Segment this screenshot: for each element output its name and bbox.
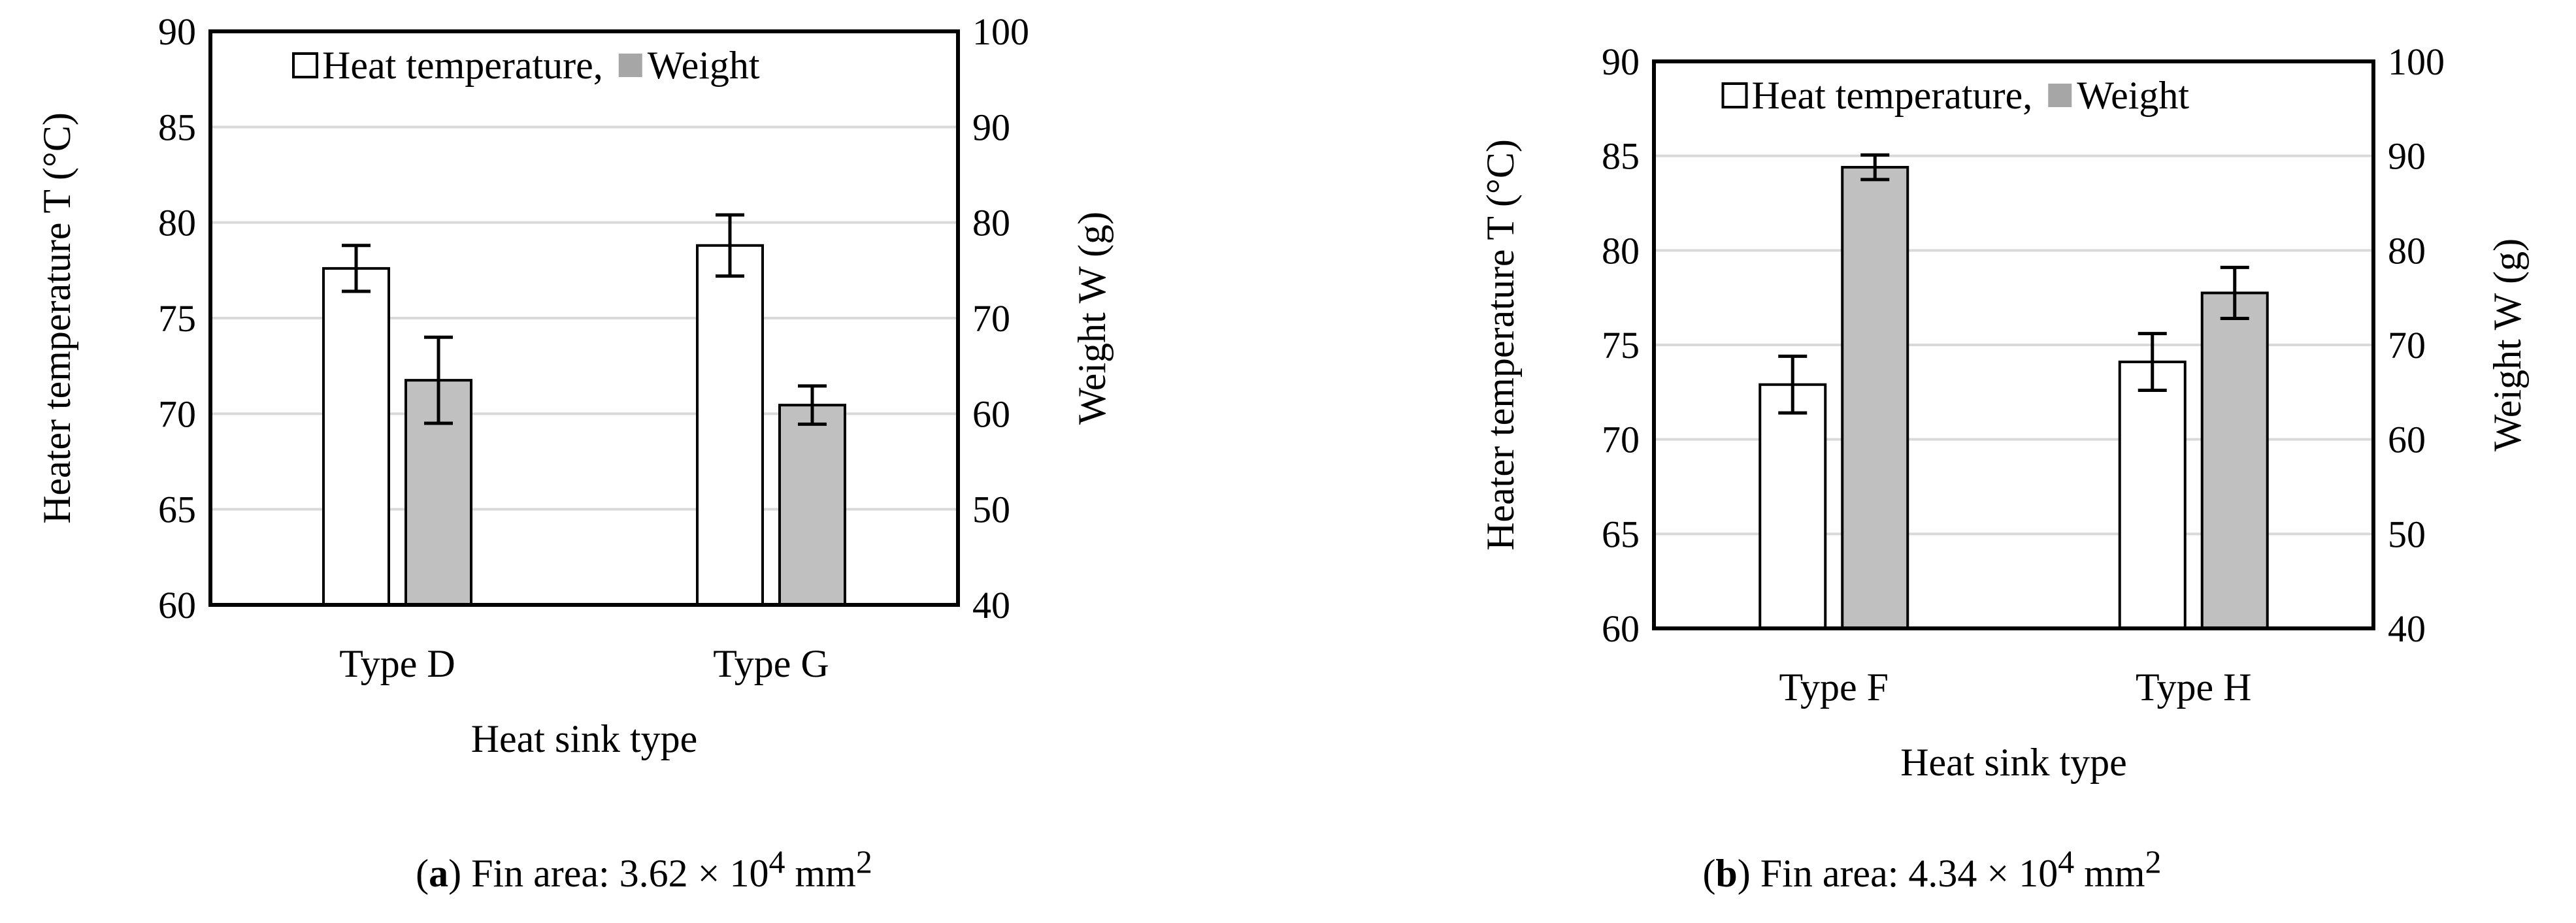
chart-b-legend-swatch-temperature bbox=[1721, 82, 1748, 108]
chart-b-y2-tick-label: 40 bbox=[2388, 607, 2426, 650]
chart-b-y2-tick-label: 100 bbox=[2388, 40, 2445, 83]
chart-a-y-tick-label: 70 bbox=[158, 393, 196, 435]
chart-b-legend-label-temperature: Heat temperature, bbox=[1752, 74, 2033, 117]
chart-a-y-tick-label: 85 bbox=[158, 106, 196, 148]
chart-a-y2-tick-label: 40 bbox=[972, 584, 1010, 626]
chart-a: 60 65 70 75 80 85 90 40 50 60 70 80 90 100 Type D Type … bbox=[35, 10, 1114, 760]
caption-b-unit: mm bbox=[2084, 852, 2145, 895]
chart-b-temperature-bar bbox=[1759, 383, 1827, 630]
chart-a-legend-swatch-weight bbox=[618, 54, 642, 77]
chart-a-y2-tick-label: 60 bbox=[972, 393, 1010, 435]
chart-b-legend-swatch-weight bbox=[2048, 84, 2072, 107]
chart-b-y-tick-label: 90 bbox=[1602, 40, 1640, 83]
chart-a-y2-axis-title: Weight W (g) bbox=[1070, 212, 1114, 425]
chart-b-legend-label-weight: Weight bbox=[2077, 74, 2189, 117]
caption-b: (b) Fin area: 4.34 × 104 mm2 bbox=[1702, 843, 2162, 895]
chart-b-y2-tick-label: 70 bbox=[2388, 324, 2426, 366]
chart-a-y-tick-label: 75 bbox=[158, 297, 196, 340]
chart-a-y-axis-title: Heater temperature T (°C) bbox=[35, 112, 78, 524]
caption-a-exp: 4 bbox=[768, 843, 785, 880]
caption-a-unit: mm bbox=[795, 852, 856, 895]
chart-a-y-tick-label: 80 bbox=[158, 202, 196, 244]
chart-b-category-label: Type H bbox=[2136, 666, 2251, 709]
chart-a-y-tick-label: 65 bbox=[158, 489, 196, 531]
chart-a-legend-label-weight: Weight bbox=[648, 44, 760, 87]
chart-b-y2-tick-label: 50 bbox=[2388, 513, 2426, 555]
chart-b-category-label: Type F bbox=[1779, 666, 1889, 709]
caption-b-text: Fin area: 4.34 × 10 bbox=[1760, 852, 2058, 895]
chart-a-plot-frame bbox=[208, 29, 960, 607]
chart-b: 60 65 70 75 80 85 90 40 50 60 70 80 90 100 Type F Type … bbox=[1479, 40, 2529, 784]
caption-a-unit-exp: 2 bbox=[855, 843, 872, 880]
chart-a-legend-swatch-temperature bbox=[292, 52, 318, 78]
chart-b-weight-bar bbox=[2200, 291, 2269, 630]
chart-a-legend-label-temperature: Heat temperature, bbox=[322, 44, 603, 87]
caption-b-label: b bbox=[1715, 852, 1738, 895]
chart-a-y-tick-label: 60 bbox=[158, 584, 196, 626]
chart-b-weight-bar bbox=[1841, 166, 1909, 630]
caption-a-text: Fin area: 3.62 × 10 bbox=[471, 852, 769, 895]
chart-b-y2-tick-label: 90 bbox=[2388, 135, 2426, 178]
chart-a-x-axis-title: Heat sink type bbox=[471, 717, 698, 760]
chart-b-y-tick-label: 80 bbox=[1602, 229, 1640, 272]
chart-b-y-tick-label: 65 bbox=[1602, 513, 1640, 555]
chart-a-y2-tick-label: 80 bbox=[972, 202, 1010, 244]
chart-a-temperature-bar bbox=[696, 244, 764, 606]
chart-a-y2-tick-label: 70 bbox=[972, 297, 1010, 340]
chart-b-x-axis-title: Heat sink type bbox=[1900, 741, 2127, 784]
chart-a-temperature-bar bbox=[322, 267, 390, 606]
chart-a-y2-tick-label: 90 bbox=[972, 106, 1010, 148]
chart-a-y2-tick-label: 50 bbox=[972, 489, 1010, 531]
chart-b-temperature-bar bbox=[2118, 361, 2187, 630]
chart-b-y2-axis-title: Weight W (g) bbox=[2486, 238, 2529, 451]
chart-panel-b: 60 65 70 75 80 85 90 40 50 60 70 80 90 100 Type F Type … bbox=[1288, 0, 2576, 923]
caption-a: (a) Fin area: 3.62 × 104 mm2 bbox=[416, 843, 872, 895]
chart-b-plot-frame bbox=[1652, 59, 2375, 630]
chart-b-y-axis-title: Heater temperature T (°C) bbox=[1479, 139, 1522, 551]
chart-b-y2-tick-label: 80 bbox=[2388, 229, 2426, 272]
chart-b-y2-tick-label: 60 bbox=[2388, 419, 2426, 461]
chart-a-category-label: Type G bbox=[713, 642, 829, 685]
chart-b-y-tick-label: 60 bbox=[1602, 607, 1640, 650]
chart-a-y2-tick-label: 100 bbox=[972, 10, 1029, 53]
caption-b-exp: 4 bbox=[2058, 843, 2075, 880]
chart-b-y-tick-label: 70 bbox=[1602, 419, 1640, 461]
caption-a-label: a bbox=[429, 852, 449, 895]
chart-a-y-tick-label: 90 bbox=[158, 10, 196, 53]
chart-panel-a: 60 65 70 75 80 85 90 40 50 60 70 80 90 100 Type D Type … bbox=[35, 10, 1114, 760]
caption-b-unit-exp: 2 bbox=[2145, 843, 2162, 880]
chart-b-y-tick-label: 85 bbox=[1602, 135, 1640, 178]
chart-a-category-label: Type D bbox=[339, 642, 455, 685]
chart-a-weight-bar bbox=[778, 404, 846, 606]
chart-b-y-tick-label: 75 bbox=[1602, 324, 1640, 366]
